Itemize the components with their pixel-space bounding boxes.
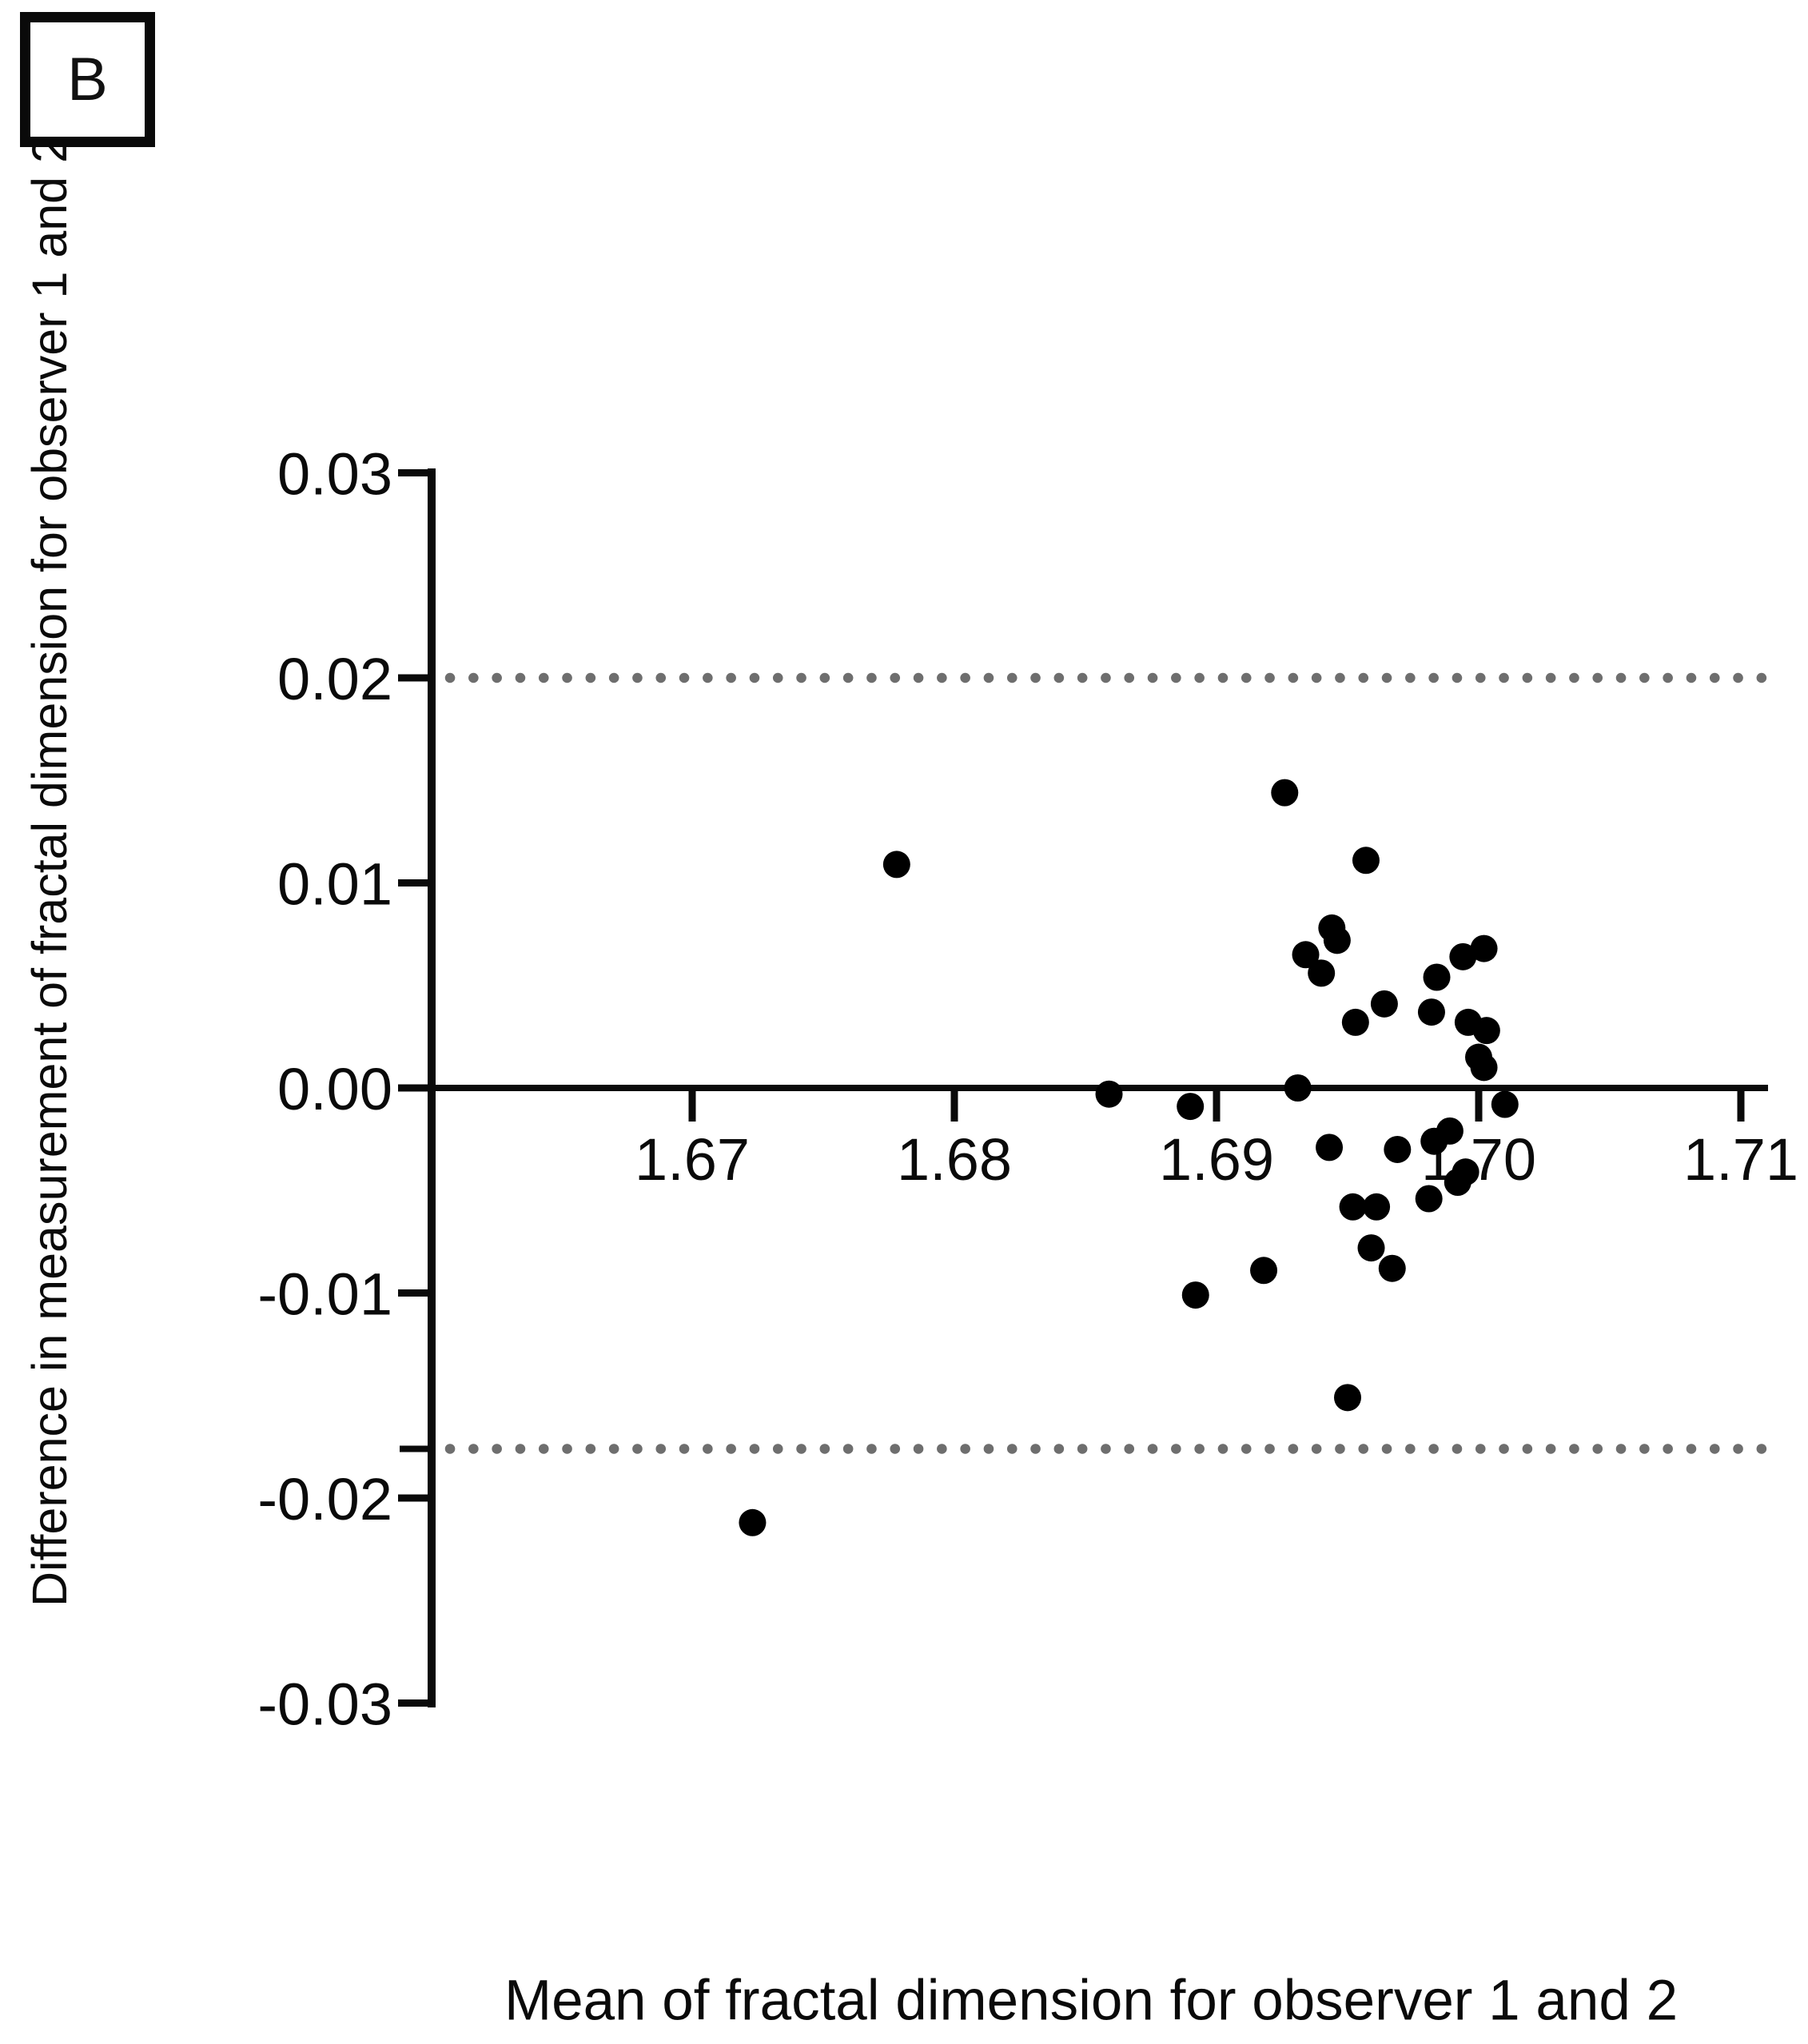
- x-tick-label: 1.69: [1159, 1126, 1274, 1193]
- data-point: [1415, 1185, 1443, 1213]
- y-tick-label: 0.02: [277, 646, 392, 712]
- data-point: [1423, 963, 1451, 991]
- data-point: [1339, 1193, 1367, 1221]
- data-point: [1491, 1090, 1519, 1118]
- data-point: [1357, 1234, 1385, 1262]
- data-point: [1181, 1281, 1209, 1309]
- y-tick-label: 0.03: [277, 441, 392, 508]
- y-tick-label: -0.01: [257, 1261, 392, 1328]
- data-point: [739, 1508, 767, 1536]
- x-tick-label: 1.68: [897, 1126, 1012, 1193]
- data-point: [1323, 926, 1351, 954]
- data-point: [1472, 1017, 1500, 1045]
- data-point: [1341, 1008, 1369, 1036]
- x-tick-label: 1.67: [635, 1126, 750, 1193]
- data-point: [1444, 1168, 1471, 1196]
- data-point: [1449, 942, 1477, 970]
- panel-label-box: B: [20, 12, 155, 147]
- data-point: [1417, 998, 1445, 1026]
- y-tick-label: 0.01: [277, 851, 392, 918]
- y-tick-label: -0.02: [257, 1466, 392, 1532]
- data-point: [882, 851, 910, 879]
- data-point: [1316, 1134, 1344, 1161]
- x-tick-label: 1.71: [1683, 1126, 1798, 1193]
- data-point: [1378, 1254, 1406, 1282]
- panel-label: B: [67, 45, 108, 114]
- y-axis-title: Difference in measurement of fractal dim…: [22, 136, 77, 1607]
- data-point: [1352, 847, 1380, 875]
- data-point: [1250, 1257, 1278, 1285]
- data-point: [1370, 990, 1398, 1018]
- data-point: [1095, 1080, 1123, 1108]
- data-point: [1363, 1193, 1391, 1221]
- data-point: [1436, 1117, 1464, 1145]
- y-tick-label: -0.03: [257, 1671, 392, 1738]
- x-axis-title: Mean of fractal dimension for observer 1…: [504, 1969, 1679, 2033]
- data-point: [1470, 934, 1498, 962]
- data-point: [1308, 959, 1336, 987]
- data-point: [1334, 1384, 1361, 1412]
- data-point: [1177, 1093, 1205, 1121]
- data-point: [1284, 1074, 1312, 1102]
- data-point: [1292, 941, 1320, 969]
- data-point: [1470, 1054, 1498, 1082]
- data-point: [1384, 1135, 1412, 1163]
- data-point: [1271, 779, 1299, 807]
- y-tick-label: 0.00: [277, 1056, 392, 1122]
